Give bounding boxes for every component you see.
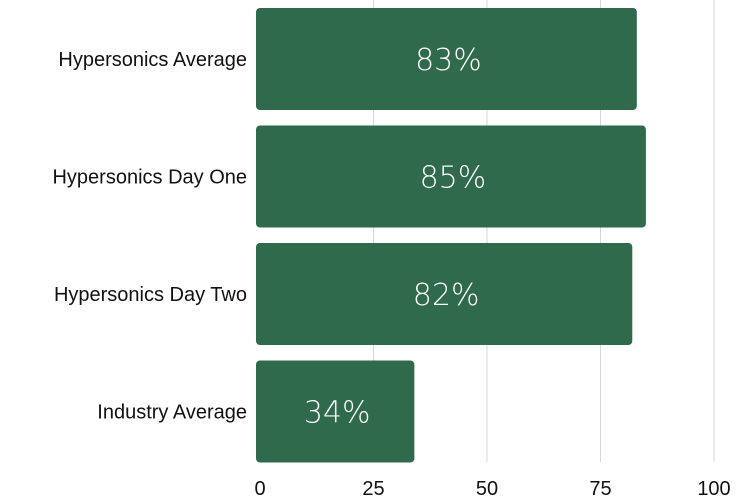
category-labels: Hypersonics Average Hypersonics Day One Hy… [52,49,247,424]
x-tick-label: 75 [589,478,611,497]
category-label: Hypersonics Day Two [54,284,247,306]
bar [256,243,633,345]
bars [256,8,646,463]
bar-value-label: 85% [420,161,487,196]
bar [256,8,637,110]
x-tick-label: 100 [697,478,730,497]
bar-value-label: 34% [304,396,371,431]
category-label: Hypersonics Average [58,49,247,71]
bar-value-label: 82% [413,278,480,313]
bar [256,125,646,228]
bar [256,360,415,463]
category-label: Hypersonics Day One [52,167,247,189]
x-axis-ticks: 0 25 50 75 100 [254,478,730,497]
x-tick-label: 50 [476,478,498,497]
category-label: Industry Average [97,402,247,424]
bar-value-label: 83% [415,43,482,78]
x-tick-label: 0 [254,478,265,497]
x-tick-label: 25 [362,478,384,497]
data-labels: 83% 85% 82% 34% [304,43,486,431]
